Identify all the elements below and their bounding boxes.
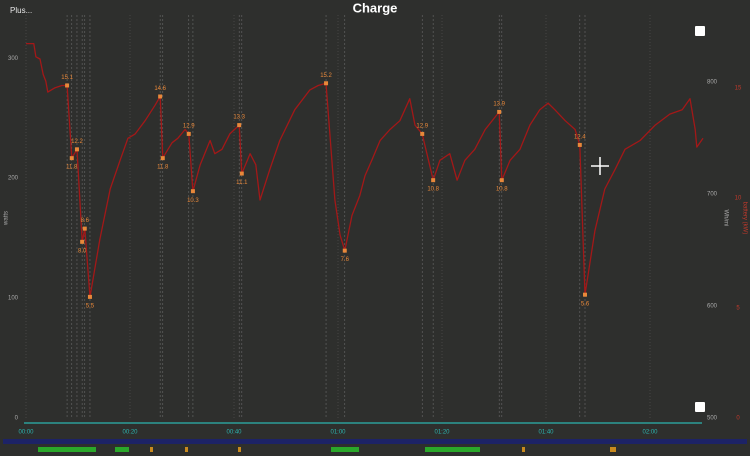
- y3-tick-label: 5: [736, 305, 740, 311]
- segment: [38, 447, 96, 452]
- marker: [69, 156, 74, 161]
- y3-axis-label: battery (kW): [741, 202, 747, 235]
- marker: [237, 123, 242, 128]
- segment: [150, 447, 153, 452]
- x-tick-label: 00:40: [226, 430, 242, 436]
- marker: [342, 248, 347, 253]
- marker: [158, 94, 163, 99]
- marker-label: 14.6: [154, 86, 166, 92]
- marker: [499, 178, 504, 183]
- marker: [74, 147, 79, 152]
- y-axis-label: watts: [4, 211, 10, 226]
- checkbox[interactable]: [695, 26, 705, 36]
- menu[interactable]: Plus...: [10, 6, 32, 15]
- marker-label: 5.6: [581, 301, 590, 307]
- marker-label: 12.4: [574, 135, 586, 141]
- marker: [82, 226, 87, 231]
- segment: [185, 447, 188, 452]
- x-tick-label: 01:40: [538, 430, 554, 436]
- marker-label: 13.9: [493, 101, 505, 107]
- marker-label: 15.2: [320, 73, 332, 79]
- y-tick-label: 200: [8, 176, 19, 182]
- marker-label: 10.8: [427, 187, 439, 193]
- y2-tick-label: 500: [707, 416, 718, 422]
- checkbox[interactable]: [695, 402, 705, 412]
- marker-label: 12.9: [416, 123, 428, 129]
- segment: [238, 447, 241, 452]
- plot: 00:00 00:20 00:40 01:00 01:20 01:40 02:0001002…: [8, 15, 742, 436]
- y-tick-label: 0: [15, 416, 19, 422]
- marker-label: 11.8: [157, 165, 169, 171]
- marker-label: 12.9: [183, 123, 195, 129]
- marker: [324, 81, 329, 86]
- marker: [577, 142, 582, 147]
- marker: [583, 292, 587, 297]
- x-tick-label: 01:00: [330, 430, 346, 436]
- marker-label: 11.1: [236, 180, 248, 186]
- marker: [80, 239, 85, 244]
- y2-tick-label: 600: [707, 304, 718, 310]
- marker-label: 7.6: [341, 257, 350, 263]
- y-tick-label: 300: [8, 56, 19, 62]
- segment: [115, 447, 129, 452]
- y2-tick-label: 700: [707, 192, 718, 198]
- marker-label: 10.3: [187, 198, 199, 204]
- y2-tick-label: 800: [707, 80, 718, 86]
- marker-label: 10.8: [496, 187, 508, 193]
- y3-tick-label: 0: [736, 416, 740, 422]
- y2-axis-label: Wh/mi: [722, 210, 728, 227]
- marker: [190, 189, 195, 194]
- chart-title: Charge: [353, 0, 398, 15]
- cursor: [591, 157, 609, 175]
- y3-tick-label: 15: [735, 85, 742, 91]
- marker: [186, 131, 191, 136]
- marker: [65, 83, 70, 88]
- marker: [420, 131, 425, 136]
- marker-label: 15.1: [61, 75, 73, 81]
- x-tick-label: 01:20: [434, 430, 450, 436]
- segment: [331, 447, 359, 452]
- marker: [160, 156, 165, 161]
- marker-label: 13.3: [233, 115, 245, 121]
- marker-label: 5.5: [86, 303, 95, 309]
- segment: [425, 447, 480, 452]
- segment: [522, 447, 525, 452]
- marker: [87, 294, 92, 299]
- marker-label: 11.8: [66, 165, 78, 171]
- y-tick-label: 100: [8, 296, 19, 302]
- marker-label: 12.2: [71, 139, 83, 145]
- marker-label: 8.0: [78, 248, 87, 254]
- x-tick-label: 00:20: [122, 430, 138, 436]
- segment: [610, 447, 616, 452]
- x-tick-label: 02:00: [642, 430, 658, 436]
- timeline-bar: [3, 439, 747, 444]
- marker: [497, 109, 502, 114]
- y3-tick-label: 10: [735, 195, 742, 201]
- marker: [239, 171, 244, 176]
- series-line: [26, 42, 704, 298]
- marker: [431, 178, 436, 183]
- x-tick-label: 00:00: [18, 430, 34, 436]
- marker-label: 8.6: [81, 218, 90, 224]
- timeline-segments: [38, 447, 616, 452]
